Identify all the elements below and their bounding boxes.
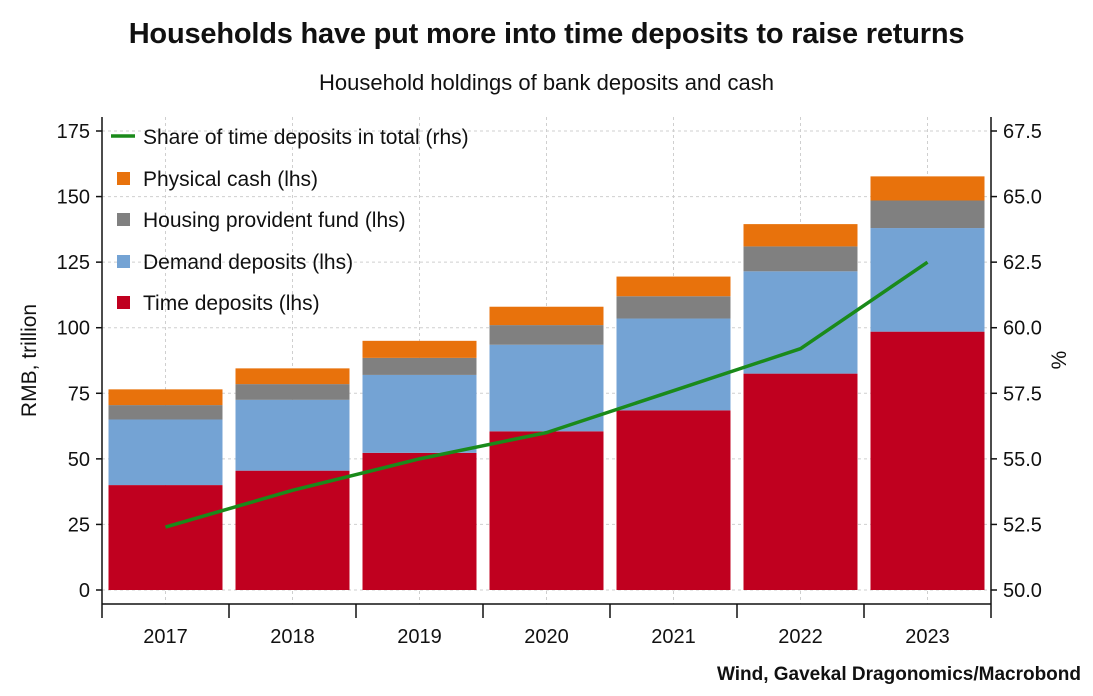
x-tick-label-2023: 2023 xyxy=(905,626,950,648)
bar-physical-cash-lhs-2022 xyxy=(743,224,858,247)
bar-demand-deposits-lhs-2023 xyxy=(870,228,985,332)
right-tick-label: 60.0 xyxy=(1003,318,1042,340)
bar-time-deposits-lhs-2020 xyxy=(489,431,604,590)
bar-housing-provident-fund-lhs-2018 xyxy=(235,384,350,400)
bar-housing-provident-fund-lhs-2021 xyxy=(616,296,731,319)
legend-swatch xyxy=(117,213,130,226)
y-axis-label-right: % xyxy=(1048,351,1071,370)
left-tick-label: 175 xyxy=(57,121,90,143)
bar-demand-deposits-lhs-2018 xyxy=(235,399,350,471)
right-tick-label: 57.5 xyxy=(1003,383,1042,405)
bar-physical-cash-lhs-2023 xyxy=(870,176,985,201)
left-tick-label: 125 xyxy=(57,252,90,274)
bar-time-deposits-lhs-2022 xyxy=(743,373,858,590)
legend-swatch xyxy=(117,172,130,185)
left-tick-label: 100 xyxy=(57,318,90,340)
bar-housing-provident-fund-lhs-2023 xyxy=(870,200,985,229)
x-tick-label-2019: 2019 xyxy=(397,626,442,648)
x-tick-label-2020: 2020 xyxy=(524,626,569,648)
bar-time-deposits-lhs-2023 xyxy=(870,331,985,590)
legend-swatch xyxy=(117,255,130,268)
right-tick-label: 67.5 xyxy=(1003,121,1042,143)
bar-housing-provident-fund-lhs-2020 xyxy=(489,325,604,345)
bar-physical-cash-lhs-2020 xyxy=(489,306,604,326)
right-tick-label: 65.0 xyxy=(1003,187,1042,209)
bar-time-deposits-lhs-2019 xyxy=(362,452,477,590)
left-tick-label: 50 xyxy=(68,449,90,471)
legend-label: Housing provident fund (lhs) xyxy=(143,209,406,232)
x-tick-label-2018: 2018 xyxy=(270,626,315,648)
x-tick-label-2017: 2017 xyxy=(143,626,188,648)
bar-demand-deposits-lhs-2021 xyxy=(616,318,731,411)
legend-swatch xyxy=(117,296,130,309)
chart-source: Wind, Gavekal Dragonomics/Macrobond xyxy=(716,664,1081,685)
y-axis-label-left: RMB, trillion xyxy=(18,304,41,417)
right-tick-label: 62.5 xyxy=(1003,252,1042,274)
bar-demand-deposits-lhs-2020 xyxy=(489,344,604,432)
x-tick-label-2021: 2021 xyxy=(651,626,696,648)
bar-housing-provident-fund-lhs-2017 xyxy=(108,405,223,420)
bar-demand-deposits-lhs-2019 xyxy=(362,374,477,453)
right-tick-label: 50.0 xyxy=(1003,580,1042,602)
bar-physical-cash-lhs-2018 xyxy=(235,368,350,385)
bar-physical-cash-lhs-2017 xyxy=(108,389,223,406)
legend-label: Physical cash (lhs) xyxy=(143,168,318,191)
bar-time-deposits-lhs-2017 xyxy=(108,485,223,590)
chart-title: Households have put more into time depos… xyxy=(128,18,965,50)
right-tick-label: 52.5 xyxy=(1003,514,1042,536)
bar-demand-deposits-lhs-2017 xyxy=(108,419,223,486)
left-tick-label: 25 xyxy=(68,514,90,536)
legend-label: Demand deposits (lhs) xyxy=(143,251,353,274)
legend-label: Time deposits (lhs) xyxy=(143,292,320,315)
bar-housing-provident-fund-lhs-2019 xyxy=(362,357,477,375)
left-tick-label: 75 xyxy=(68,383,90,405)
x-tick-label-2022: 2022 xyxy=(778,626,823,648)
legend-label: Share of time deposits in total (rhs) xyxy=(143,126,469,149)
left-tick-label: 150 xyxy=(57,187,90,209)
bar-housing-provident-fund-lhs-2022 xyxy=(743,246,858,272)
bar-physical-cash-lhs-2021 xyxy=(616,276,731,297)
chart-subtitle: Household holdings of bank deposits and … xyxy=(319,70,774,95)
bar-physical-cash-lhs-2019 xyxy=(362,340,477,358)
left-tick-label: 0 xyxy=(79,580,90,602)
right-tick-label: 55.0 xyxy=(1003,449,1042,471)
bar-time-deposits-lhs-2021 xyxy=(616,410,731,590)
